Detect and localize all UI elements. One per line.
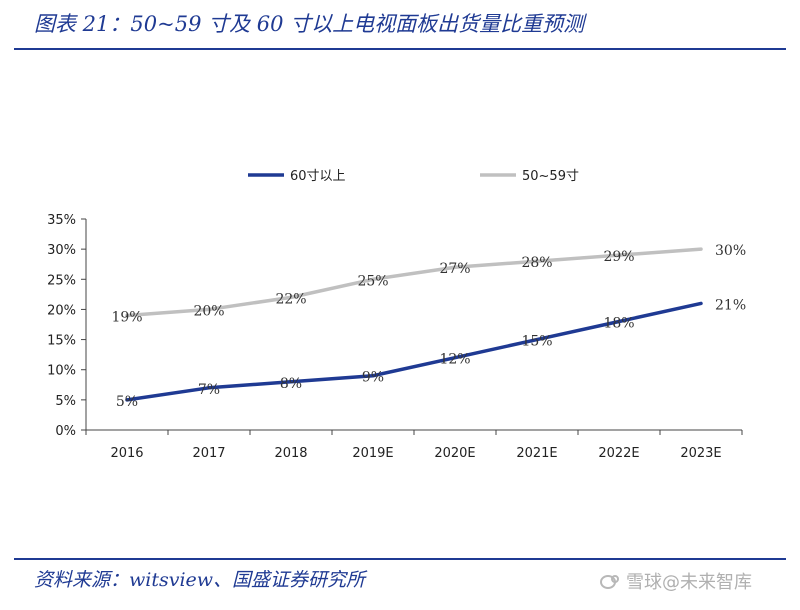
chart-series-lines xyxy=(125,247,703,402)
x-tick-label: 2021E xyxy=(516,446,557,461)
y-tick-label: 0% xyxy=(55,424,76,439)
data-label: 8% xyxy=(280,376,302,392)
legend-label-0: 60寸以上 xyxy=(290,169,346,184)
data-label: 5% xyxy=(116,394,138,410)
data-label: 7% xyxy=(198,382,220,398)
data-label: 29% xyxy=(603,249,634,265)
x-tick-label: 2017 xyxy=(192,446,225,461)
data-label: 20% xyxy=(193,303,224,319)
data-label: 25% xyxy=(357,273,388,289)
x-tick-label: 2020E xyxy=(434,446,475,461)
chart-title: 图表 21：50~59 寸及 60 寸以上电视面板出货量比重预测 xyxy=(34,12,585,36)
y-tick-label: 35% xyxy=(47,213,76,228)
x-tick-label: 2018 xyxy=(274,446,307,461)
y-tick-label: 5% xyxy=(55,394,76,409)
data-label: 19% xyxy=(111,309,142,325)
y-tick-label: 15% xyxy=(47,334,76,349)
snowball-logo-icon xyxy=(600,575,619,589)
data-label: 9% xyxy=(362,370,384,386)
header-divider xyxy=(14,48,786,50)
chart-axes: 0% 5% 10% 15% 20% 25% 30% 35% 2016 2017 2018 2019E 2… xyxy=(47,213,743,461)
data-label: 18% xyxy=(603,315,634,331)
x-tick-label: 2019E xyxy=(352,446,393,461)
data-label: 28% xyxy=(521,255,552,271)
watermark-text: 雪球@未来智库 xyxy=(626,572,752,593)
x-tick-label: 2023E xyxy=(680,446,721,461)
data-label: 12% xyxy=(439,352,470,368)
x-tick-label: 2016 xyxy=(110,446,143,461)
y-tick-label: 20% xyxy=(47,303,76,318)
legend-label-1: 50~59寸 xyxy=(522,169,579,184)
data-label: 15% xyxy=(521,334,552,350)
chart-legend: 60寸以上 50~59寸 xyxy=(248,169,579,184)
y-tick-label: 10% xyxy=(47,364,76,379)
watermark: 雪球@未来智库 xyxy=(600,568,752,594)
data-label: 21% xyxy=(715,297,746,313)
series-line-1 xyxy=(125,247,703,318)
source-note: 资料来源：witsview、国盛证券研究所 xyxy=(34,569,366,591)
y-tick-label: 25% xyxy=(47,273,76,288)
data-label: 27% xyxy=(439,261,470,277)
y-tick-label: 30% xyxy=(47,243,76,258)
series-line-0 xyxy=(125,301,703,402)
footer-divider xyxy=(14,558,786,560)
data-label: 22% xyxy=(275,291,306,307)
data-label: 30% xyxy=(715,243,746,259)
x-tick-label: 2022E xyxy=(598,446,639,461)
chart-data-labels: 5% 7% 8% 9% 12% 15% 18% 21% 19% 20% 22% 25% 27% 28% 29… xyxy=(111,243,746,410)
